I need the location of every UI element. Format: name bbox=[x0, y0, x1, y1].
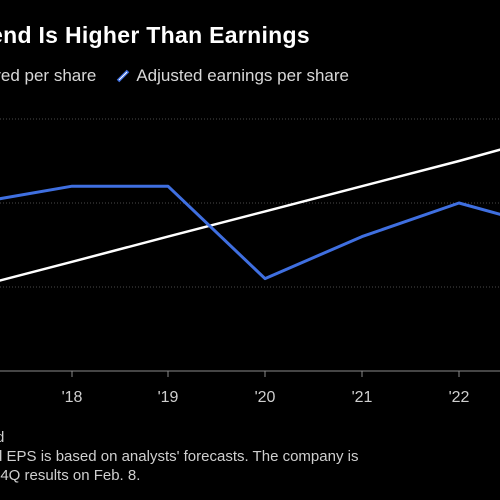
series-line-dividend bbox=[0, 148, 500, 282]
chart-title: end Is Higher Than Earnings bbox=[0, 22, 310, 48]
series-line-earnings bbox=[0, 184, 500, 281]
legend-item-dividend: lared per share bbox=[0, 66, 96, 86]
footnote: d d EPS is based on analysts' forecasts.… bbox=[0, 428, 358, 485]
legend-label-earnings: Adjusted earnings per share bbox=[136, 66, 349, 85]
gridlines bbox=[0, 118, 500, 288]
legend-item-earnings: Adjusted earnings per share bbox=[116, 66, 349, 86]
x-tick-label: '18 bbox=[62, 389, 83, 406]
x-tick-label: '21 bbox=[352, 389, 373, 406]
footnote-line-1: d bbox=[0, 429, 5, 446]
footnote-line-2: d EPS is based on analysts' forecasts. T… bbox=[0, 448, 359, 465]
legend-label-dividend: lared per share bbox=[0, 66, 97, 85]
x-tick-label: '22 bbox=[449, 389, 470, 406]
chart-legend: lared per share Adjusted earnings per sh… bbox=[0, 66, 349, 86]
legend-swatch-earnings bbox=[117, 69, 130, 83]
footnote-line-3: t 4Q results on Feb. 8. bbox=[0, 467, 141, 484]
x-tick-label: '20 bbox=[255, 389, 276, 406]
x-axis-ticks: '18 '19 '20 '21 '22 bbox=[62, 371, 470, 406]
x-tick-label: '19 bbox=[158, 389, 179, 406]
series-group bbox=[0, 148, 500, 282]
